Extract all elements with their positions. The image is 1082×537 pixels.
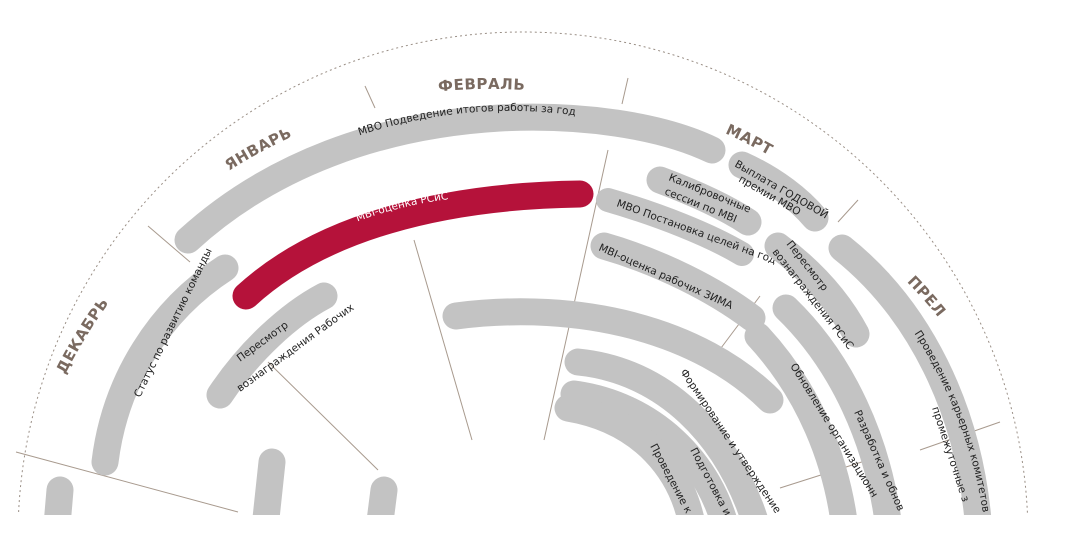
outer-boundary xyxy=(17,31,1029,537)
band-career[interactable] xyxy=(828,234,992,534)
band-mbo-goals[interactable] xyxy=(596,188,754,266)
band-review-workers[interactable] xyxy=(206,282,338,409)
band-team-status-label: Статус по развитию команды xyxy=(132,246,215,399)
band-annual-bonus[interactable] xyxy=(728,151,829,232)
divider-feb-inner xyxy=(413,239,473,441)
band-develop[interactable] xyxy=(772,294,904,537)
divider-jan-feb-a xyxy=(147,225,191,263)
band-mbo-results[interactable] xyxy=(174,103,726,254)
band-mbi-pcs[interactable] xyxy=(232,180,594,310)
band-calibration[interactable] xyxy=(646,166,762,236)
divider-dec-jan xyxy=(15,451,239,513)
band-conduct[interactable] xyxy=(554,394,708,537)
band-inner-top[interactable] xyxy=(442,298,784,414)
month-label-feb: ФЕВРАЛЬ xyxy=(437,75,526,96)
band-review-pcs[interactable] xyxy=(764,232,870,348)
band-org-update[interactable] xyxy=(744,322,860,537)
band-prep[interactable] xyxy=(560,380,742,537)
month-label-dec: ДЕКАБРЬ xyxy=(53,294,113,376)
band-mbi-workers[interactable] xyxy=(590,232,766,332)
divider-feb-mar-top xyxy=(621,77,629,105)
divider-jan-feb-b xyxy=(267,361,379,471)
bottom-mask xyxy=(0,515,1082,537)
month-label-mar: МАРТ xyxy=(723,120,776,159)
band-team-status[interactable] xyxy=(91,254,239,476)
divider-mar-apr-top xyxy=(837,199,859,223)
band-forming[interactable] xyxy=(564,348,774,537)
divider-feb-top xyxy=(364,85,376,109)
